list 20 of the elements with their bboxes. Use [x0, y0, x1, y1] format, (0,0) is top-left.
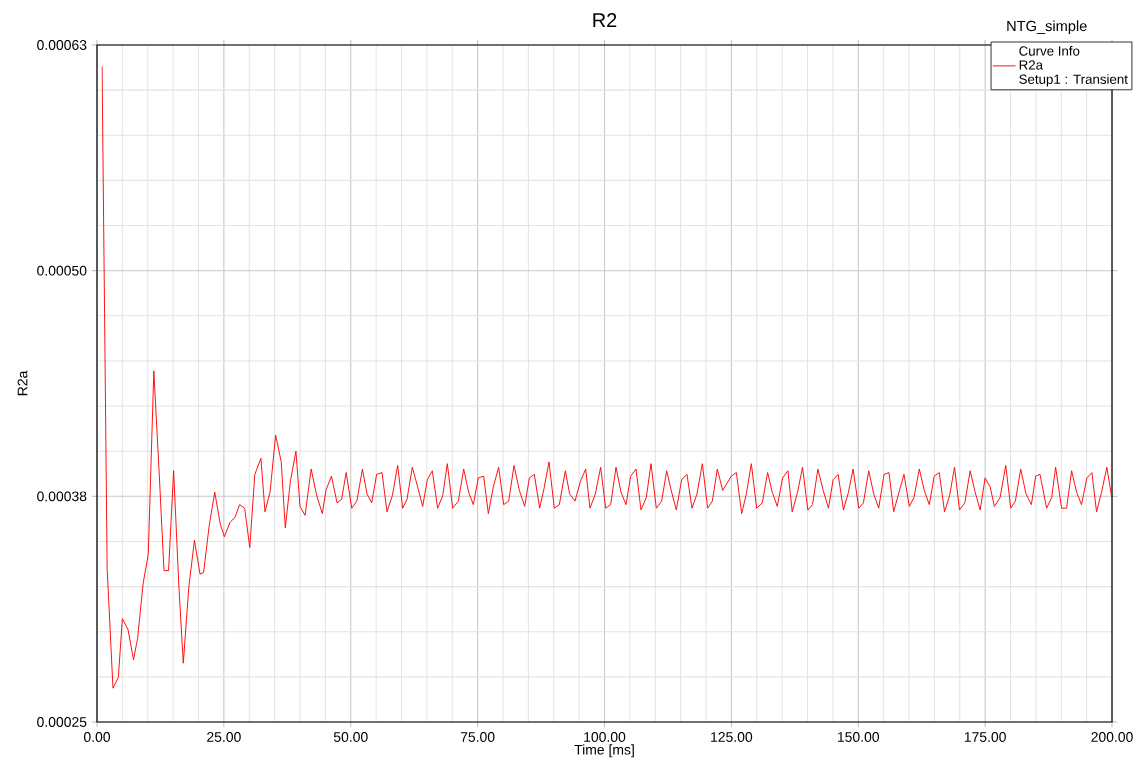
x-tick-label: 125.00 — [711, 732, 753, 742]
legend-label: R2a — [1019, 60, 1044, 70]
x-tick-label: 0.00 — [83, 732, 111, 742]
legend-title: Curve Info — [1019, 45, 1080, 56]
x-tick-label: 25.00 — [207, 732, 241, 742]
y-axis-title: R2a — [17, 370, 28, 396]
y-tick-label: 0.00025 — [37, 717, 87, 727]
annotation: Setup1 : Transient — [1019, 74, 1128, 87]
x-tick-label: 150.00 — [837, 732, 880, 742]
text: NTG_simple — [1007, 20, 1087, 35]
y-tick-label: 0.00050 — [37, 265, 87, 276]
x-axis-title: Time [ms] — [574, 744, 634, 758]
x-tick-label: 200.00 — [1091, 732, 1133, 742]
x-tick-label: 75.00 — [460, 732, 495, 742]
x-tick-label: 50.00 — [333, 732, 368, 742]
y-tick-label: 0.00063 — [37, 40, 87, 50]
x-tick-label: 175.00 — [964, 732, 1006, 742]
x-tick-label: 100.00 — [584, 732, 626, 742]
y-tick-label: 0.00038 — [37, 491, 87, 502]
chart-title: R2 — [593, 13, 617, 28]
